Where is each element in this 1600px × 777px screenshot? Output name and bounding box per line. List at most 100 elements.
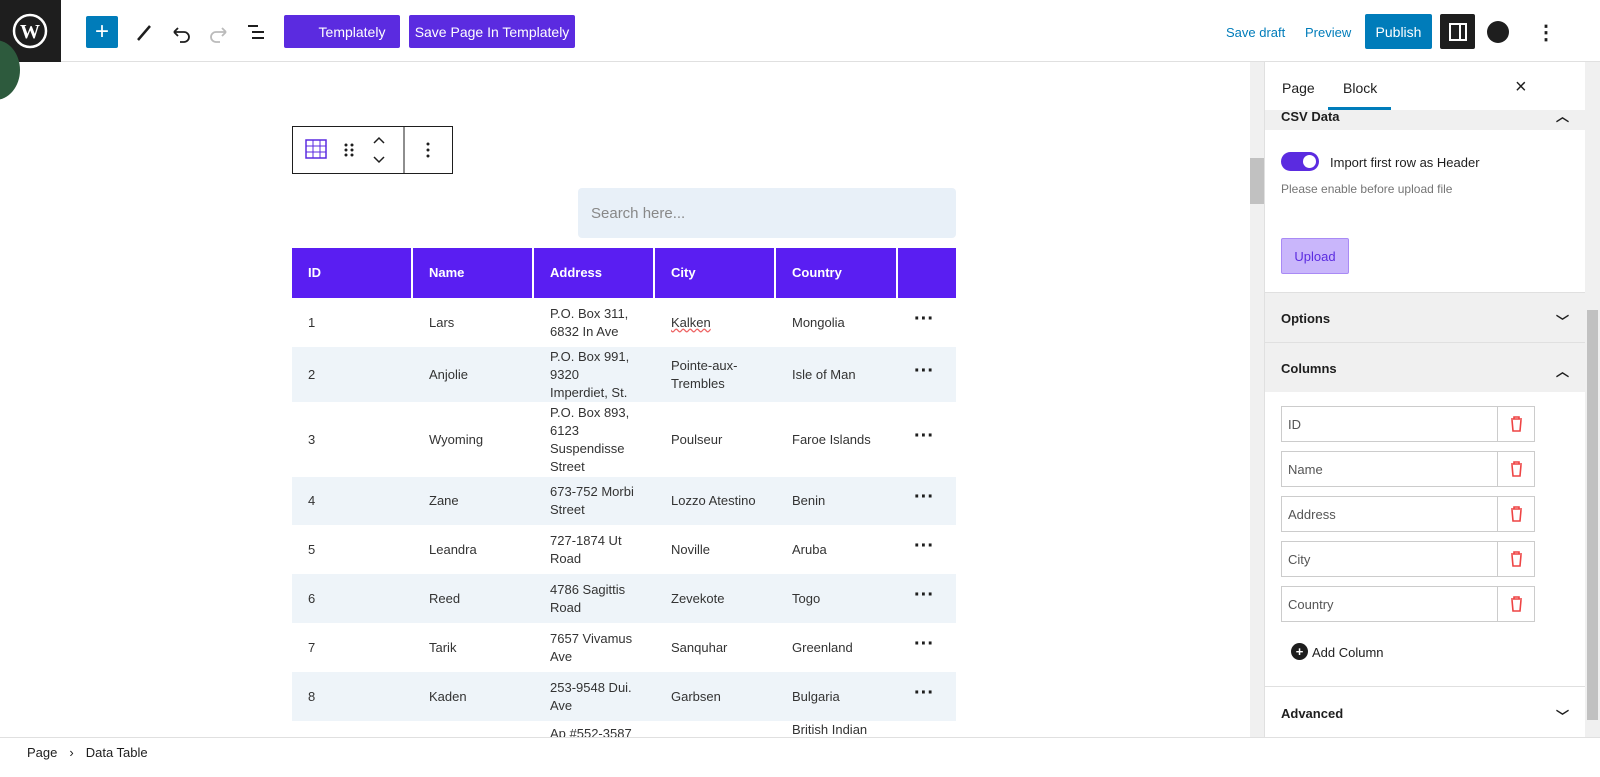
table-cell: P.O. Box 893, 6123 Suspendisse Street: [550, 404, 630, 474]
table-cell: Mongolia: [792, 314, 845, 330]
panel-advanced[interactable]: Advanced ﹀: [1265, 686, 1585, 737]
settings-toggle[interactable]: [1440, 14, 1475, 49]
sidebar-scrollbar: [1585, 62, 1600, 737]
label: Columns: [1281, 361, 1337, 376]
search-input[interactable]: Search here...: [578, 188, 956, 238]
table-cell: Benin: [792, 493, 826, 508]
table-cell: Pointe-aux-Trembles: [671, 357, 738, 391]
label: Options: [1281, 311, 1331, 326]
table-cell: Kalken: [671, 314, 711, 330]
header-cell: City: [655, 248, 776, 298]
table-cell: British Indian: [792, 722, 868, 737]
column-name: Country: [1288, 597, 1334, 612]
delete-column[interactable]: [1497, 452, 1534, 486]
templately-button[interactable]: Templately: [284, 15, 400, 48]
delete-column[interactable]: [1497, 587, 1534, 621]
column-input[interactable]: Country: [1281, 586, 1535, 622]
table-cell: 8: [308, 688, 316, 704]
table-cell: Lozzo Atestino: [671, 493, 756, 508]
more-menu[interactable]: ⋮: [1536, 22, 1556, 44]
panel-columns[interactable]: Columns ︿: [1265, 342, 1585, 392]
save-templately-button[interactable]: Save Page In Templately: [409, 15, 575, 48]
row-actions: ···: [914, 424, 934, 447]
column-name: ID: [1288, 417, 1301, 432]
toggle-label: Import first row as Header: [1330, 155, 1480, 170]
column-input[interactable]: ID: [1281, 406, 1535, 442]
panel-csv[interactable]: CSV Data ︿: [1265, 110, 1585, 130]
save-draft[interactable]: Save draft: [1226, 25, 1286, 40]
column-input[interactable]: Address: [1281, 496, 1535, 532]
table-cell: 673-752 Morbi Street: [550, 484, 634, 517]
label: Templately: [318, 23, 386, 40]
table-cell: Anjolie: [429, 366, 469, 382]
help-text: Please enable before upload file: [1281, 182, 1453, 196]
scrollbar: [1250, 62, 1264, 737]
table-row: Ap #552-3587 British Indian: [292, 721, 956, 737]
table-cell: Aruba: [792, 541, 827, 557]
header-cell: Country: [776, 248, 898, 298]
table-cell: Garbsen: [671, 688, 721, 704]
table-cell: 1: [308, 314, 316, 330]
table-cell: Poulseur: [671, 431, 723, 447]
table-cell: Wyoming: [429, 431, 484, 447]
table-row: 2 Anjolie P.O. Box 991, 9320 Imperdiet, St…: [292, 347, 956, 402]
toggle[interactable]: [1281, 152, 1319, 171]
table-row: 3 Wyoming P.O. Box 893, 6123 Suspendisse S…: [292, 402, 956, 477]
data-table: ID Name Address City Country 1 Lars P.O. Box 31…: [292, 248, 956, 737]
top-bar: [0, 0, 1600, 62]
table-cell: P.O. Box 311, 6832 In Ave: [550, 305, 629, 339]
table-cell: 3: [308, 431, 316, 447]
delete-column[interactable]: [1497, 542, 1534, 576]
close[interactable]: ×: [1515, 76, 1527, 98]
table-cell: Lars: [429, 314, 455, 330]
table-cell: Zevekote: [671, 590, 725, 606]
column-input[interactable]: City: [1281, 541, 1535, 577]
table-row: 8 Kaden 253-9548 Dui. Ave Garbsen Bulgaria ··…: [292, 672, 956, 721]
plugin-icon[interactable]: [1487, 21, 1509, 43]
row-actions: ···: [914, 632, 934, 655]
table-cell: 6: [308, 590, 316, 606]
table-cell: P.O. Box 991, 9320 Imperdiet, St.: [550, 348, 630, 400]
add-icon[interactable]: +: [1291, 643, 1308, 660]
row-actions: ···: [914, 486, 934, 508]
table-row: 6 Reed 4786 Sagittis Road Zevekote Togo ···: [292, 574, 956, 623]
table-row: 5 Leandra 727-1874 Ut Road Noville Aruba ···: [292, 525, 956, 574]
column-name: Name: [1288, 462, 1323, 477]
table-cell: 4: [308, 493, 316, 508]
crumb[interactable]: Data Table: [85, 745, 148, 760]
delete-column[interactable]: [1497, 497, 1534, 531]
add-block[interactable]: +: [86, 16, 118, 48]
table-cell: Togo: [792, 590, 821, 606]
delete-column[interactable]: [1497, 407, 1534, 441]
upload[interactable]: Upload: [1281, 238, 1349, 274]
tab-active[interactable]: Block: [1328, 62, 1391, 110]
column-input[interactable]: Name: [1281, 451, 1535, 487]
block-toolbar: [292, 126, 453, 174]
label: Upload: [1294, 248, 1336, 264]
column-name: Address: [1288, 507, 1336, 522]
table-cell: Leandra: [429, 541, 477, 557]
crumb[interactable]: Page: [27, 745, 58, 760]
column-name: City: [1288, 552, 1311, 567]
header-cell: ID: [292, 248, 413, 298]
header-cell: Name: [413, 248, 534, 298]
preview[interactable]: Preview: [1305, 25, 1352, 40]
panel-options[interactable]: Options ﹀: [1265, 292, 1585, 342]
row-actions: ···: [914, 534, 934, 557]
row-actions: ···: [914, 359, 934, 382]
label: Publish: [1375, 23, 1422, 40]
tab[interactable]: Page: [1282, 80, 1315, 96]
table-cell: 2: [308, 366, 316, 382]
label: Advanced: [1281, 706, 1344, 721]
label: Save Page In Templately: [414, 23, 570, 40]
header-cell: Address: [534, 248, 655, 298]
add-column[interactable]: Add Column: [1312, 645, 1384, 660]
row-actions: ···: [914, 681, 934, 704]
table-cell: Tarik: [429, 639, 457, 655]
row-actions: ···: [914, 307, 934, 330]
table-cell: 7: [308, 639, 316, 655]
sidebar: [1264, 62, 1600, 737]
publish[interactable]: Publish: [1365, 14, 1432, 49]
row-actions: ···: [914, 583, 934, 606]
